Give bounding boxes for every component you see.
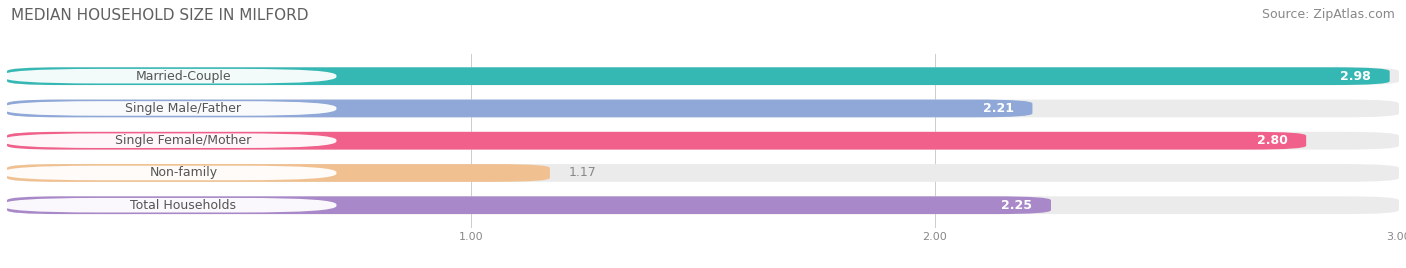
Text: 2.25: 2.25 xyxy=(1001,199,1032,212)
FancyBboxPatch shape xyxy=(7,164,1399,182)
Text: MEDIAN HOUSEHOLD SIZE IN MILFORD: MEDIAN HOUSEHOLD SIZE IN MILFORD xyxy=(11,8,309,23)
FancyBboxPatch shape xyxy=(7,132,1306,150)
FancyBboxPatch shape xyxy=(7,196,1399,214)
FancyBboxPatch shape xyxy=(3,198,336,213)
FancyBboxPatch shape xyxy=(7,100,1399,117)
FancyBboxPatch shape xyxy=(3,166,336,180)
Text: Single Male/Father: Single Male/Father xyxy=(125,102,242,115)
FancyBboxPatch shape xyxy=(7,196,1050,214)
Text: 2.21: 2.21 xyxy=(983,102,1014,115)
FancyBboxPatch shape xyxy=(3,101,336,116)
Text: Married-Couple: Married-Couple xyxy=(135,70,231,83)
FancyBboxPatch shape xyxy=(3,69,336,83)
Text: 2.98: 2.98 xyxy=(1340,70,1371,83)
FancyBboxPatch shape xyxy=(7,164,550,182)
Text: Single Female/Mother: Single Female/Mother xyxy=(115,134,252,147)
FancyBboxPatch shape xyxy=(7,67,1399,85)
FancyBboxPatch shape xyxy=(3,133,336,148)
Text: Non-family: Non-family xyxy=(149,166,218,180)
FancyBboxPatch shape xyxy=(7,100,1032,117)
Text: Total Households: Total Households xyxy=(131,199,236,212)
FancyBboxPatch shape xyxy=(7,132,1399,150)
Text: 1.17: 1.17 xyxy=(568,166,596,180)
Text: 2.80: 2.80 xyxy=(1257,134,1288,147)
FancyBboxPatch shape xyxy=(7,67,1389,85)
Text: Source: ZipAtlas.com: Source: ZipAtlas.com xyxy=(1261,8,1395,21)
